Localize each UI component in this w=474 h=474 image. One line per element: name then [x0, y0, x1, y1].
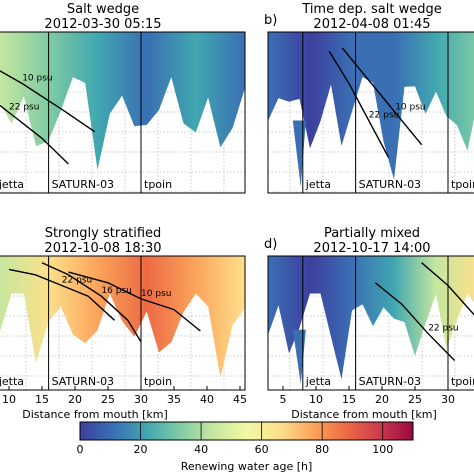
station-label: tpoin: [144, 178, 172, 191]
age-field: [268, 32, 474, 180]
station-label: SATURN-03: [52, 375, 114, 388]
colorbar-tick-label: 80: [315, 443, 329, 456]
station-label: jetta: [0, 375, 24, 388]
x-tick-label: 30: [441, 393, 455, 406]
colorbar-tick-label: 60: [255, 443, 269, 456]
x-tick-label: 30: [134, 393, 148, 406]
x-tick-label: 40: [200, 393, 214, 406]
x-tick-label: 45: [233, 393, 247, 406]
contour-label: 22 psu: [369, 111, 399, 121]
contour-label: 10 psu: [395, 103, 425, 113]
panel-title: Time dep. salt wedge: [301, 2, 441, 17]
contour-label: 10 psu: [141, 289, 171, 299]
station-label: tpoin: [451, 178, 474, 191]
age-field: [0, 256, 245, 378]
colorbar-tick-label: 100: [372, 443, 393, 456]
station-label: jetta: [305, 375, 331, 388]
panel-subtitle: 2012-03-30 05:15: [44, 17, 161, 32]
x-tick-label: 20: [68, 393, 82, 406]
salinity-contour: [421, 262, 474, 316]
panel-label: d): [264, 237, 277, 252]
colorbar-tick-label: 40: [194, 443, 208, 456]
station-label: jetta: [305, 178, 331, 191]
colorbar-tick-label: 20: [134, 443, 148, 456]
axes-frame: [0, 255, 246, 391]
station-label: jetta: [0, 178, 24, 191]
salinity-contour: [0, 104, 69, 165]
contour-label: 16 psu: [101, 286, 131, 296]
panel-title: Partially mixed: [324, 226, 420, 241]
station-label: SATURN-03: [52, 178, 114, 191]
x-tick-label: 25: [101, 393, 115, 406]
contour-label: 22 psu: [9, 103, 39, 113]
x-tick-label: 10: [2, 393, 16, 406]
panel-title: Salt wedge: [67, 2, 139, 17]
panel-title: Strongly stratified: [45, 226, 162, 241]
contour-label: 22 psu: [428, 324, 458, 334]
colorbar-ramp: [79, 421, 414, 441]
age-field: [268, 256, 474, 380]
panel-subtitle: 2012-10-08 18:30: [44, 241, 161, 256]
axes-frame: [0, 31, 246, 194]
x-tick-label: 10: [309, 393, 323, 406]
x-axis-label: Distance from mouth [km]: [22, 408, 168, 421]
colorbar-label: Renewing water age [h]: [181, 460, 313, 473]
x-tick-label: 5: [280, 393, 287, 406]
x-tick-label: 20: [375, 393, 389, 406]
x-tick-label: 35: [167, 393, 181, 406]
station-label: tpoin: [144, 375, 172, 388]
salinity-contour: [0, 70, 96, 133]
panel-subtitle: 2012-10-17 14:00: [313, 241, 430, 256]
salinity-contour: [328, 50, 390, 158]
salinity-contour: [41, 262, 142, 343]
salinity-contour: [374, 282, 456, 361]
axes-frame: [267, 31, 474, 194]
panel-1: jetta SATURN-03 tpoin 10 psu 22 psu Salt wedg…: [0, 2, 246, 194]
x-tick-label: 15: [35, 393, 49, 406]
station-label: SATURN-03: [359, 375, 421, 388]
age-field: [0, 32, 245, 170]
salinity-contour: [8, 268, 116, 321]
panel-subtitle: 2012-04-08 01:45: [313, 17, 430, 32]
panel-label: b): [264, 13, 277, 28]
station-label: tpoin: [451, 375, 474, 388]
colorbar-tick-label: 0: [77, 443, 84, 456]
station-label: SATURN-03: [359, 178, 421, 191]
salinity-contour: [341, 47, 423, 146]
contour-label: 10 psu: [22, 74, 52, 84]
x-tick-label: 25: [408, 393, 422, 406]
axes-frame: [267, 255, 474, 391]
colorbar: 0 20 40 60 80 100 Renewing water age [h]: [77, 421, 414, 473]
x-axis-label: Distance from mouth [km]: [291, 408, 437, 421]
channel-spike: [292, 120, 306, 187]
salinity-contour: [68, 271, 201, 332]
x-tick-label: 15: [342, 393, 356, 406]
